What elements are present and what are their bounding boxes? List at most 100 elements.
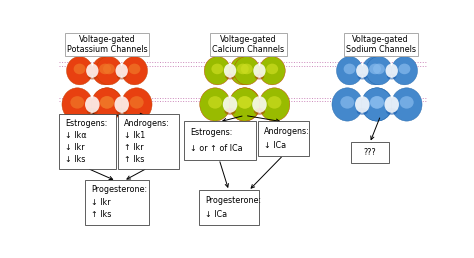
Ellipse shape [234,57,260,85]
Ellipse shape [255,74,264,79]
Text: Estrogens:: Estrogens: [65,119,108,128]
Ellipse shape [96,57,122,85]
Text: ↓ Ikr: ↓ Ikr [65,143,85,152]
Ellipse shape [116,108,128,115]
Ellipse shape [400,96,414,109]
Ellipse shape [254,108,265,115]
Ellipse shape [253,64,265,78]
Ellipse shape [66,57,92,85]
Ellipse shape [332,88,363,121]
Ellipse shape [100,96,114,109]
Ellipse shape [370,96,383,109]
Ellipse shape [86,64,99,78]
Text: Progesterone:: Progesterone: [91,185,147,194]
Text: ↓ Ik1: ↓ Ik1 [124,131,146,140]
Ellipse shape [357,108,368,115]
Text: Progesterone:: Progesterone: [205,196,261,205]
FancyBboxPatch shape [118,114,179,169]
Ellipse shape [70,96,84,109]
Ellipse shape [130,96,144,109]
Text: Voltage-gated
Potassium Channels: Voltage-gated Potassium Channels [67,35,147,54]
Ellipse shape [362,57,388,85]
Ellipse shape [386,108,397,115]
Ellipse shape [225,108,236,115]
Ellipse shape [224,64,236,78]
Ellipse shape [200,88,230,121]
Ellipse shape [392,88,422,121]
Ellipse shape [366,57,392,85]
Ellipse shape [62,88,93,121]
Text: ↓ Ikα: ↓ Ikα [65,131,87,140]
Text: ???: ??? [364,148,376,157]
Ellipse shape [121,57,147,85]
FancyBboxPatch shape [59,114,116,169]
Ellipse shape [225,74,235,79]
Ellipse shape [116,64,128,78]
Ellipse shape [237,96,251,109]
Ellipse shape [344,64,356,74]
Ellipse shape [384,96,399,113]
Ellipse shape [85,96,100,113]
Ellipse shape [103,64,115,74]
Ellipse shape [237,64,249,74]
Ellipse shape [92,88,123,121]
Ellipse shape [230,88,260,121]
Ellipse shape [238,96,252,109]
Ellipse shape [230,57,256,85]
Ellipse shape [252,96,267,113]
Ellipse shape [362,88,392,121]
FancyBboxPatch shape [85,180,149,225]
FancyBboxPatch shape [258,121,309,156]
Ellipse shape [337,57,363,85]
Ellipse shape [204,57,230,85]
Ellipse shape [392,57,418,85]
Ellipse shape [357,74,367,79]
Ellipse shape [208,96,222,109]
Text: Androgens:: Androgens: [124,119,170,128]
Text: ↑ Iks: ↑ Iks [124,155,145,164]
Ellipse shape [91,88,122,121]
Ellipse shape [399,64,410,74]
Text: Voltage-gated
Calcium Channels: Voltage-gated Calcium Channels [212,35,284,54]
Text: ↓ ICa: ↓ ICa [264,141,286,150]
Ellipse shape [229,88,260,121]
Text: ↓ Iks: ↓ Iks [65,155,86,164]
Ellipse shape [121,88,152,121]
FancyBboxPatch shape [184,121,256,160]
Text: ↓ or ↑ of ICa: ↓ or ↑ of ICa [191,144,243,153]
Ellipse shape [266,64,278,74]
Text: ↓ Ikr: ↓ Ikr [91,198,111,207]
Ellipse shape [340,96,354,109]
Ellipse shape [369,64,381,74]
Ellipse shape [92,57,118,85]
Ellipse shape [387,74,396,79]
Ellipse shape [259,88,290,121]
Text: ↓ ICa: ↓ ICa [205,210,227,219]
Text: Androgens:: Androgens: [264,127,310,136]
Ellipse shape [128,64,140,74]
Ellipse shape [361,88,392,121]
FancyBboxPatch shape [199,190,259,225]
Ellipse shape [211,64,223,74]
Ellipse shape [355,96,370,113]
Ellipse shape [73,64,85,74]
Ellipse shape [223,96,237,113]
Ellipse shape [100,96,114,109]
Ellipse shape [267,96,282,109]
Ellipse shape [114,96,129,113]
Ellipse shape [99,64,111,74]
Ellipse shape [241,64,253,74]
Text: Voltage-gated
Sodium Channels: Voltage-gated Sodium Channels [346,35,416,54]
Text: Estrogens:: Estrogens: [191,128,233,137]
Ellipse shape [385,64,398,78]
FancyBboxPatch shape [351,142,389,163]
Text: ↑ Ikr: ↑ Ikr [124,143,144,152]
Ellipse shape [373,64,385,74]
Ellipse shape [356,64,368,78]
Text: ↑ Iks: ↑ Iks [91,211,111,220]
Ellipse shape [88,74,97,79]
Ellipse shape [87,108,98,115]
Ellipse shape [370,96,384,109]
Ellipse shape [117,74,127,79]
Ellipse shape [259,57,285,85]
